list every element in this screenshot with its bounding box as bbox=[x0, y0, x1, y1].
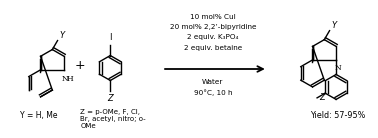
Text: N: N bbox=[335, 64, 342, 72]
Text: 2 equiv. betaine: 2 equiv. betaine bbox=[184, 45, 242, 51]
Text: Y: Y bbox=[332, 21, 337, 30]
Text: I: I bbox=[109, 33, 112, 42]
Text: Z = p-OMe, F, Cl,
Br, acetyl, nitro; o-
OMe: Z = p-OMe, F, Cl, Br, acetyl, nitro; o- … bbox=[81, 109, 146, 129]
Text: Water: Water bbox=[202, 79, 224, 85]
Text: Y = H, Me: Y = H, Me bbox=[20, 111, 57, 120]
Text: +: + bbox=[75, 59, 86, 71]
Text: Z: Z bbox=[107, 94, 113, 103]
Text: 10 mol% CuI: 10 mol% CuI bbox=[190, 14, 236, 20]
Text: Yield: 57-95%: Yield: 57-95% bbox=[310, 111, 365, 120]
Text: 2 equiv. K₃PO₄: 2 equiv. K₃PO₄ bbox=[187, 34, 239, 40]
Text: N: N bbox=[62, 75, 68, 83]
Text: H: H bbox=[67, 75, 74, 83]
Text: Y: Y bbox=[60, 30, 65, 39]
Text: Z: Z bbox=[319, 93, 325, 102]
Text: 20 mol% 2,2’-bipyridine: 20 mol% 2,2’-bipyridine bbox=[170, 24, 256, 30]
Text: 90°C, 10 h: 90°C, 10 h bbox=[194, 89, 232, 96]
